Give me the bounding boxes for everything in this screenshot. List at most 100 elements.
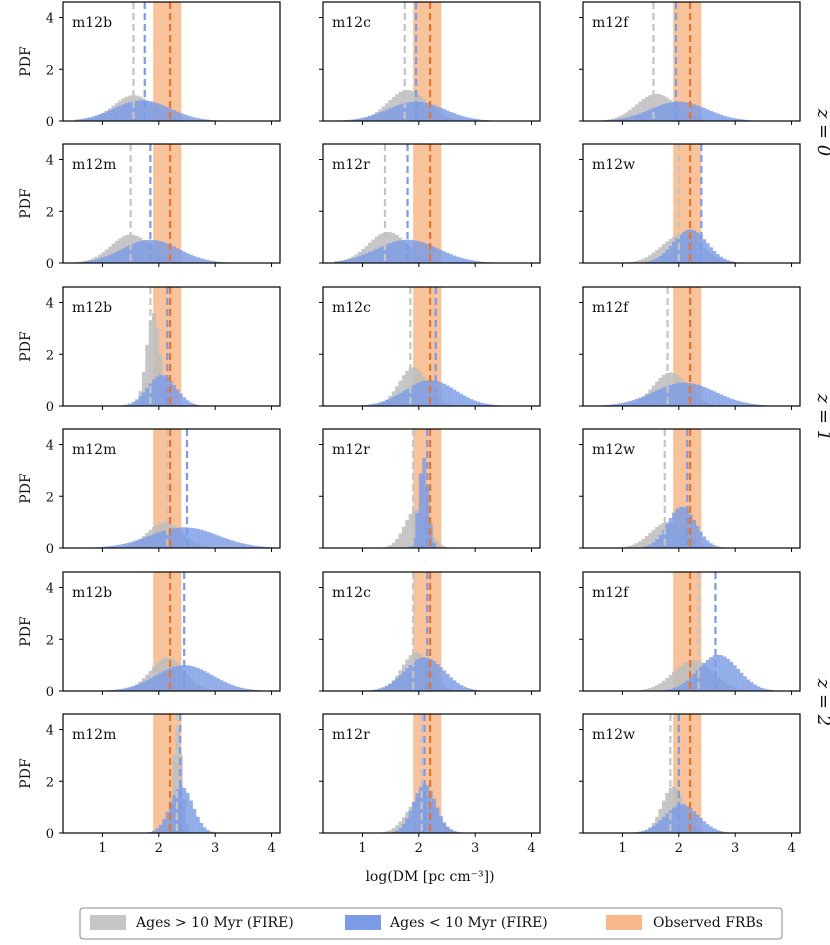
hist-bar-blue xyxy=(189,666,193,691)
hist-bar-blue xyxy=(692,811,696,833)
hist-bar-blue xyxy=(662,387,666,406)
panel-name-label: m12c xyxy=(332,15,371,31)
hist-bar-blue xyxy=(672,513,676,548)
hist-bar-blue xyxy=(189,116,193,121)
x-tick-label: 4 xyxy=(527,841,535,856)
hist-bar-blue xyxy=(122,248,126,263)
panel-name-label: m12r xyxy=(332,442,370,458)
hist-bar-blue xyxy=(453,256,457,263)
hist-bar-blue xyxy=(172,528,176,548)
hist-bar-blue xyxy=(426,785,430,833)
hist-bar-blue xyxy=(456,257,460,263)
hist-bar-blue xyxy=(426,244,430,263)
hist-bar-blue xyxy=(456,392,460,406)
hist-bar-blue xyxy=(655,390,659,406)
hist-bar-blue xyxy=(125,247,129,263)
hist-bar-blue xyxy=(385,400,389,406)
legend-swatch-orange xyxy=(606,915,642,930)
hist-bar-blue xyxy=(101,257,105,263)
hist-bar-blue xyxy=(179,527,183,548)
x-tick-label: 4 xyxy=(267,841,275,856)
hist-bar-blue xyxy=(642,396,646,406)
hist-bar-blue xyxy=(108,255,112,263)
hist-bar-blue xyxy=(111,109,115,121)
hist-bar-blue xyxy=(659,256,663,263)
hist-bar-blue xyxy=(459,685,463,691)
panel-name-label: m12f xyxy=(592,300,630,316)
panel-name-label: m12b xyxy=(72,300,112,316)
hist-bar-gray xyxy=(655,685,659,691)
panel-4-1: m12c xyxy=(319,572,540,695)
hist-bar-blue xyxy=(730,399,734,406)
hist-bar-blue xyxy=(719,394,723,406)
hist-bar-blue xyxy=(392,107,396,121)
hist-bar-gray xyxy=(436,542,440,548)
hist-bar-blue xyxy=(439,816,443,833)
hist-bar-blue xyxy=(638,114,642,121)
hist-bar-blue xyxy=(368,252,372,263)
y-tick-label: 2 xyxy=(46,633,54,648)
panel-name-label: m12f xyxy=(592,15,630,31)
hist-bar-blue xyxy=(122,544,126,548)
hist-bar-blue xyxy=(382,401,386,406)
hist-bar-blue xyxy=(365,117,369,121)
hist-bar-blue xyxy=(155,828,159,833)
hist-bar-blue xyxy=(686,383,690,406)
hist-bar-blue xyxy=(395,241,399,263)
hist-bar-blue xyxy=(672,242,676,263)
hist-bar-blue xyxy=(412,385,416,406)
hist-bar-blue xyxy=(132,244,136,263)
hist-bar-blue xyxy=(179,113,183,121)
hist-bar-blue xyxy=(459,116,463,121)
hist-bar-blue xyxy=(682,683,686,691)
hist-bar-blue xyxy=(382,111,386,121)
x-tick-label: 2 xyxy=(155,841,163,856)
hist-bar-blue xyxy=(196,817,200,833)
hist-bar-blue xyxy=(436,808,440,833)
hist-bar-blue xyxy=(159,375,163,406)
x-tick-label: 3 xyxy=(471,841,479,856)
hist-bar-blue xyxy=(432,799,436,833)
hist-bar-blue xyxy=(723,116,727,121)
hist-bar-blue xyxy=(135,242,139,263)
hist-bar-blue xyxy=(702,821,706,833)
panel-name-label: m12b xyxy=(72,585,112,601)
hist-bar-blue xyxy=(365,253,369,263)
hist-bar-blue xyxy=(368,116,372,121)
legend: Ages > 10 Myr (FIRE) Ages < 10 Myr (FIRE… xyxy=(80,908,782,939)
hist-bar-blue xyxy=(402,824,406,833)
hist-bar-blue xyxy=(432,661,436,691)
hist-bar-blue xyxy=(196,257,200,263)
hist-bar-blue xyxy=(655,539,659,548)
panel-0-1: m12c xyxy=(319,2,540,125)
hist-bar-blue xyxy=(463,117,467,121)
hist-bar-blue xyxy=(186,400,190,406)
hist-bar-blue xyxy=(128,102,132,121)
hist-bar-blue xyxy=(453,113,457,121)
hist-bar-blue xyxy=(422,381,426,406)
hist-bar-blue xyxy=(709,657,713,691)
hist-bar-blue xyxy=(378,112,382,121)
hist-bar-blue xyxy=(348,259,352,263)
hist-bar-gray xyxy=(638,541,642,548)
hist-bar-blue xyxy=(723,657,727,691)
hist-bar-blue xyxy=(162,242,166,263)
figure: 024PDFm12b m12c m12f024PDFm12m m12r m12w024P… xyxy=(0,0,830,945)
hist-bar-blue xyxy=(159,673,163,691)
hist-bar-blue xyxy=(193,667,197,691)
hist-bar-blue xyxy=(155,675,159,691)
hist-bar-blue xyxy=(675,687,679,691)
hist-bar-blue xyxy=(699,107,703,121)
hist-bar-blue xyxy=(166,669,170,691)
hist-bar-blue xyxy=(449,388,453,406)
hist-bar-blue xyxy=(446,827,450,833)
hist-bar-blue xyxy=(409,665,413,691)
hist-bar-blue xyxy=(669,518,673,548)
hist-bar-gray xyxy=(662,681,666,691)
hist-bar-blue xyxy=(449,677,453,691)
hist-bar-blue xyxy=(111,253,115,263)
hist-bar-blue xyxy=(115,252,119,263)
hist-bar-blue xyxy=(392,397,396,406)
hist-bar-blue xyxy=(375,114,379,121)
hist-bar-blue xyxy=(402,672,406,691)
